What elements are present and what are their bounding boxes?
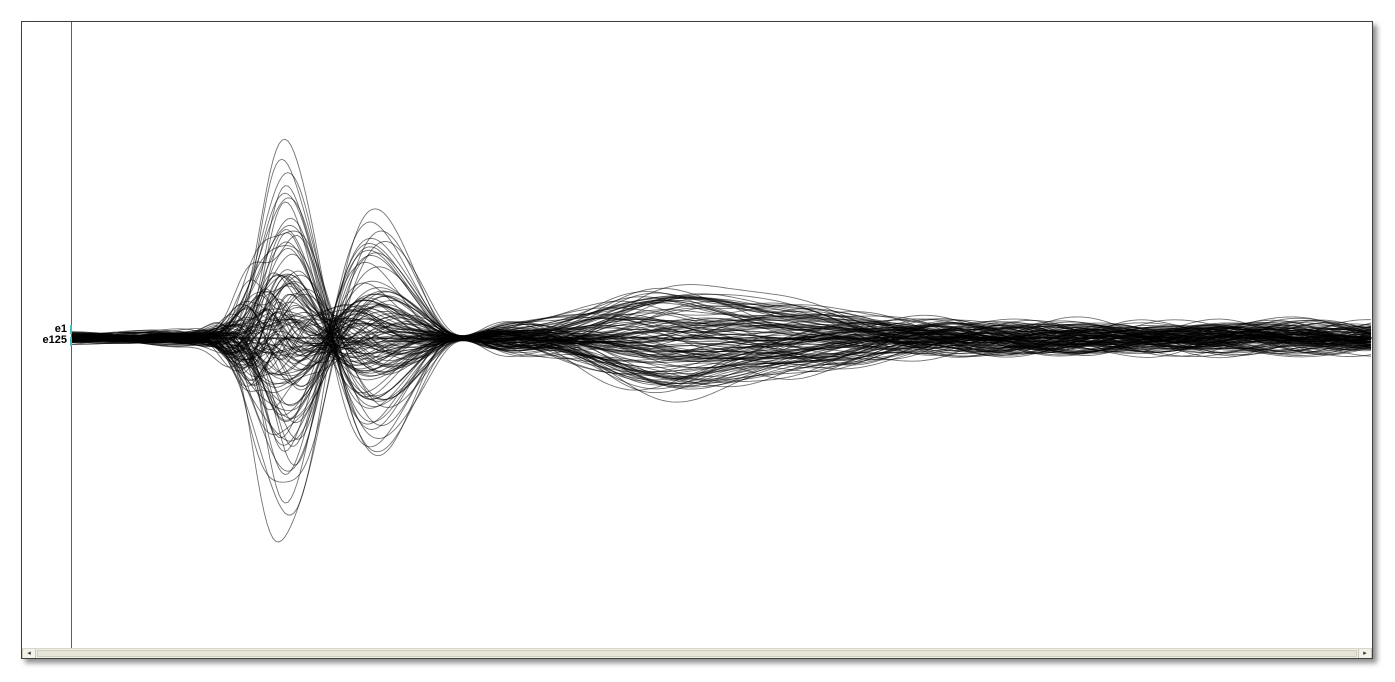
channel-trace	[72, 301, 1372, 365]
scroll-right-button[interactable]: ▸	[1358, 649, 1372, 658]
channel-trace	[71, 273, 1372, 369]
channel-trace	[72, 282, 1372, 387]
channel-trace	[71, 292, 1372, 422]
channel-trace	[72, 306, 1372, 394]
horizontal-scrollbar[interactable]: ◂ ▸	[22, 648, 1372, 658]
channel-trace	[72, 270, 1372, 385]
channel-trace	[72, 327, 1372, 379]
eeg-viewer-window: e1 e125 ◂ ▸	[21, 21, 1373, 659]
arrow-right-icon: ▸	[1363, 650, 1367, 657]
channel-label-last: e125	[42, 334, 67, 346]
channel-trace	[71, 301, 1371, 374]
scroll-left-button[interactable]: ◂	[22, 649, 36, 658]
channel-trace	[71, 300, 1372, 355]
waveform-traces	[71, 138, 1372, 543]
arrow-left-icon: ◂	[27, 650, 31, 657]
channel-trace	[71, 305, 1371, 354]
channel-trace	[71, 310, 1372, 385]
channel-trace	[72, 247, 1372, 401]
butterfly-plot[interactable]	[22, 22, 1372, 648]
channel-trace	[71, 319, 1372, 377]
scrollbar-thumb[interactable]	[37, 650, 1357, 657]
channel-trace	[71, 293, 1372, 407]
channel-trace	[71, 274, 1372, 374]
channel-trace	[71, 310, 1372, 362]
channel-trace	[71, 295, 1372, 411]
channel-marker-first	[70, 325, 72, 334]
butterfly-plot-area[interactable]: e1 e125	[22, 22, 1372, 648]
channel-trace	[71, 304, 1372, 380]
channel-marker-last	[70, 337, 72, 346]
channel-trace	[72, 249, 1372, 452]
channel-trace	[71, 279, 1372, 373]
channel-label-first: e1	[54, 323, 67, 335]
